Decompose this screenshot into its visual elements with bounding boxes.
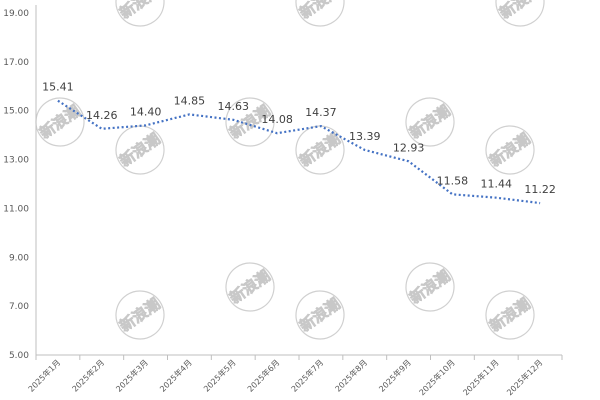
watermark-ring bbox=[115, 125, 165, 175]
watermark-logo: 新浪潮 bbox=[295, 0, 345, 27]
watermark-logo: 新浪潮 bbox=[35, 97, 85, 147]
x-tick-label: 2025年10月 bbox=[417, 357, 457, 397]
watermark-ring bbox=[495, 0, 545, 27]
x-tick-label: 2025年3月 bbox=[114, 357, 150, 393]
watermark-ring bbox=[115, 0, 165, 27]
watermark-ring bbox=[485, 290, 535, 340]
watermark-layer: 新浪潮 新浪潮 新浪潮新浪潮新浪潮新浪潮新浪潮新浪潮新浪潮新浪潮新浪潮新浪潮新浪潮新… bbox=[35, 0, 545, 340]
y-tick-label: 17.00 bbox=[3, 58, 29, 68]
y-tick-label: 5.00 bbox=[9, 351, 29, 361]
x-tick-label: 2025年5月 bbox=[201, 357, 237, 393]
y-tick-label: 7.00 bbox=[9, 302, 29, 312]
watermark-logo: 新浪潮 bbox=[225, 262, 275, 312]
data-label: 14.26 bbox=[86, 109, 118, 122]
x-tick-label: 2025年2月 bbox=[70, 357, 106, 393]
data-label: 11.44 bbox=[481, 178, 513, 191]
series-line bbox=[57, 99, 541, 205]
data-label: 13.39 bbox=[349, 130, 381, 143]
x-tick-label: 2025年12月 bbox=[505, 357, 545, 397]
watermark-logo: 新浪潮 bbox=[295, 290, 345, 340]
x-tick-label: 2025年11月 bbox=[461, 357, 501, 397]
watermark-logo: 新浪潮 bbox=[485, 290, 535, 340]
data-label: 14.40 bbox=[130, 105, 162, 118]
watermark-text: 新浪潮 bbox=[116, 130, 163, 171]
x-tick-label: 2025年8月 bbox=[333, 357, 369, 393]
data-label: 14.08 bbox=[261, 113, 293, 126]
data-label: 15.41 bbox=[42, 81, 74, 94]
watermark-ring bbox=[295, 125, 345, 175]
y-tick-label: 11.00 bbox=[3, 204, 29, 214]
watermark-ring bbox=[405, 262, 455, 312]
series-layer bbox=[57, 99, 541, 205]
watermark-ring bbox=[115, 290, 165, 340]
y-tick-label: 13.00 bbox=[3, 156, 29, 166]
watermark-logo: 新浪潮 bbox=[115, 0, 165, 27]
watermark-text: 新浪潮 bbox=[406, 267, 453, 308]
watermark-text: 新浪潮 bbox=[296, 295, 343, 336]
watermark-text: 新浪潮 bbox=[36, 102, 83, 143]
watermark-text: 新浪潮 bbox=[486, 130, 533, 171]
watermark-logo: 新浪潮 bbox=[115, 290, 165, 340]
watermark-ring bbox=[225, 97, 275, 147]
watermark-text: 新浪潮 bbox=[226, 267, 273, 308]
watermark-logo: 新浪潮 bbox=[405, 262, 455, 312]
x-tick-label: 2025年7月 bbox=[289, 357, 325, 393]
watermark-ring bbox=[35, 97, 85, 147]
data-labels: 15.41 14.26 14.40 14.85 14.63 14.08 14.37 13.39… bbox=[42, 81, 556, 196]
x-axis-ticks: 2025年1月 2025年2月 2025年3月 2025年4月 2025年5月 2025年… bbox=[26, 355, 563, 397]
data-label: 11.22 bbox=[524, 183, 556, 196]
watermark-text: 新浪潮 bbox=[406, 102, 453, 143]
watermark-ring bbox=[405, 97, 455, 147]
x-tick-label: 2025年4月 bbox=[157, 357, 193, 393]
watermark-ring bbox=[225, 262, 275, 312]
x-tick-label: 2025年1月 bbox=[26, 357, 62, 393]
watermark-ring bbox=[295, 0, 345, 27]
y-axis-ticks: 5.00 7.00 9.00 11.00 13.00 15.00 17.00 19.00 bbox=[3, 9, 29, 361]
watermark-logo: 新浪潮 bbox=[485, 125, 535, 175]
data-label: 12.93 bbox=[393, 141, 425, 154]
y-tick-label: 19.00 bbox=[3, 9, 29, 19]
watermark-logo: 新浪潮 bbox=[495, 0, 545, 27]
y-tick-label: 9.00 bbox=[9, 253, 29, 263]
data-label: 11.58 bbox=[437, 174, 469, 187]
data-label: 14.85 bbox=[174, 94, 206, 107]
watermark-ring bbox=[295, 290, 345, 340]
watermark-text: 新浪潮 bbox=[116, 295, 163, 336]
x-tick-label: 2025年6月 bbox=[245, 357, 281, 393]
watermark-ring bbox=[485, 125, 535, 175]
watermark-text: 新浪潮 bbox=[486, 295, 533, 336]
data-label: 14.63 bbox=[218, 100, 250, 113]
x-tick-label: 2025年9月 bbox=[377, 357, 413, 393]
data-label: 14.37 bbox=[305, 106, 337, 119]
y-tick-label: 15.00 bbox=[3, 107, 29, 117]
